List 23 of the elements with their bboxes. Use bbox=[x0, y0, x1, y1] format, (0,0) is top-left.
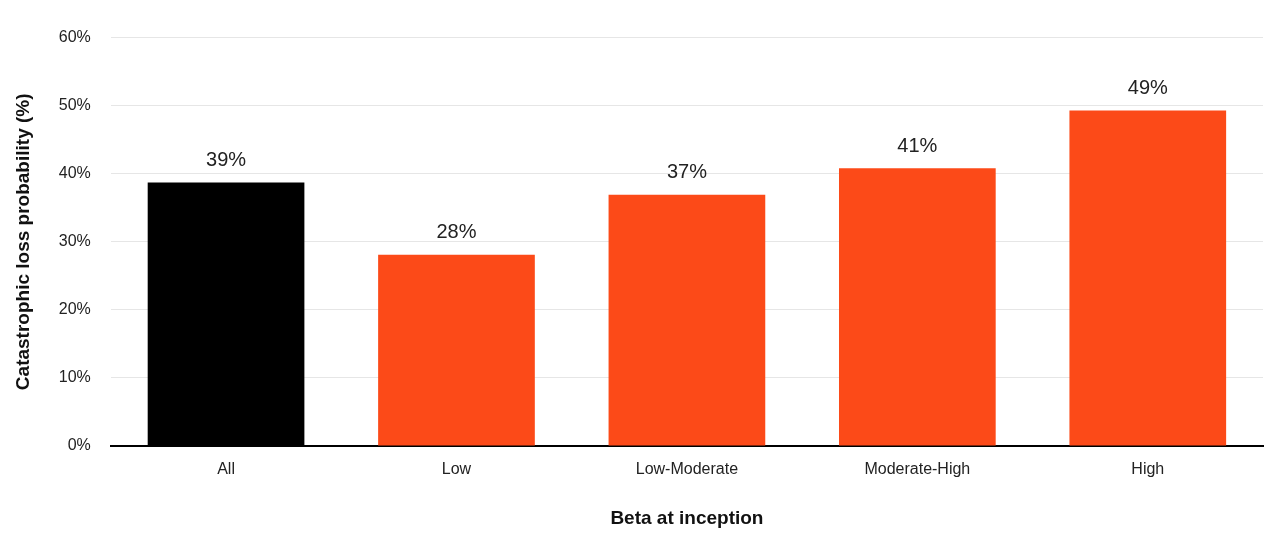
x-axis-title: Beta at inception bbox=[610, 506, 764, 528]
bar bbox=[1069, 110, 1227, 446]
y-tick-label: 60% bbox=[58, 28, 91, 46]
y-tick-label: 0% bbox=[67, 436, 91, 454]
data-label: 37% bbox=[666, 160, 708, 183]
data-label: 41% bbox=[897, 133, 938, 156]
y-tick-label: 50% bbox=[58, 96, 91, 114]
bar bbox=[608, 194, 766, 446]
y-axis-title: Catastrophic loss probability (%) bbox=[11, 93, 33, 391]
x-tick-label: High bbox=[1131, 460, 1165, 478]
bar bbox=[839, 168, 996, 446]
x-tick-label: Moderate-High bbox=[864, 460, 971, 478]
x-tick-label: Low-Moderate bbox=[635, 460, 739, 478]
x-tick-label: All bbox=[217, 460, 235, 478]
y-tick-label: 30% bbox=[58, 232, 91, 250]
y-tick-label: 10% bbox=[58, 368, 91, 386]
x-tick-label: Low bbox=[441, 460, 472, 478]
data-label: 39% bbox=[206, 148, 247, 171]
data-label: 49% bbox=[1127, 75, 1169, 98]
y-tick-label: 40% bbox=[58, 164, 91, 182]
y-tick-label: 20% bbox=[58, 300, 91, 318]
data-label: 28% bbox=[436, 220, 477, 243]
bar bbox=[378, 254, 535, 446]
